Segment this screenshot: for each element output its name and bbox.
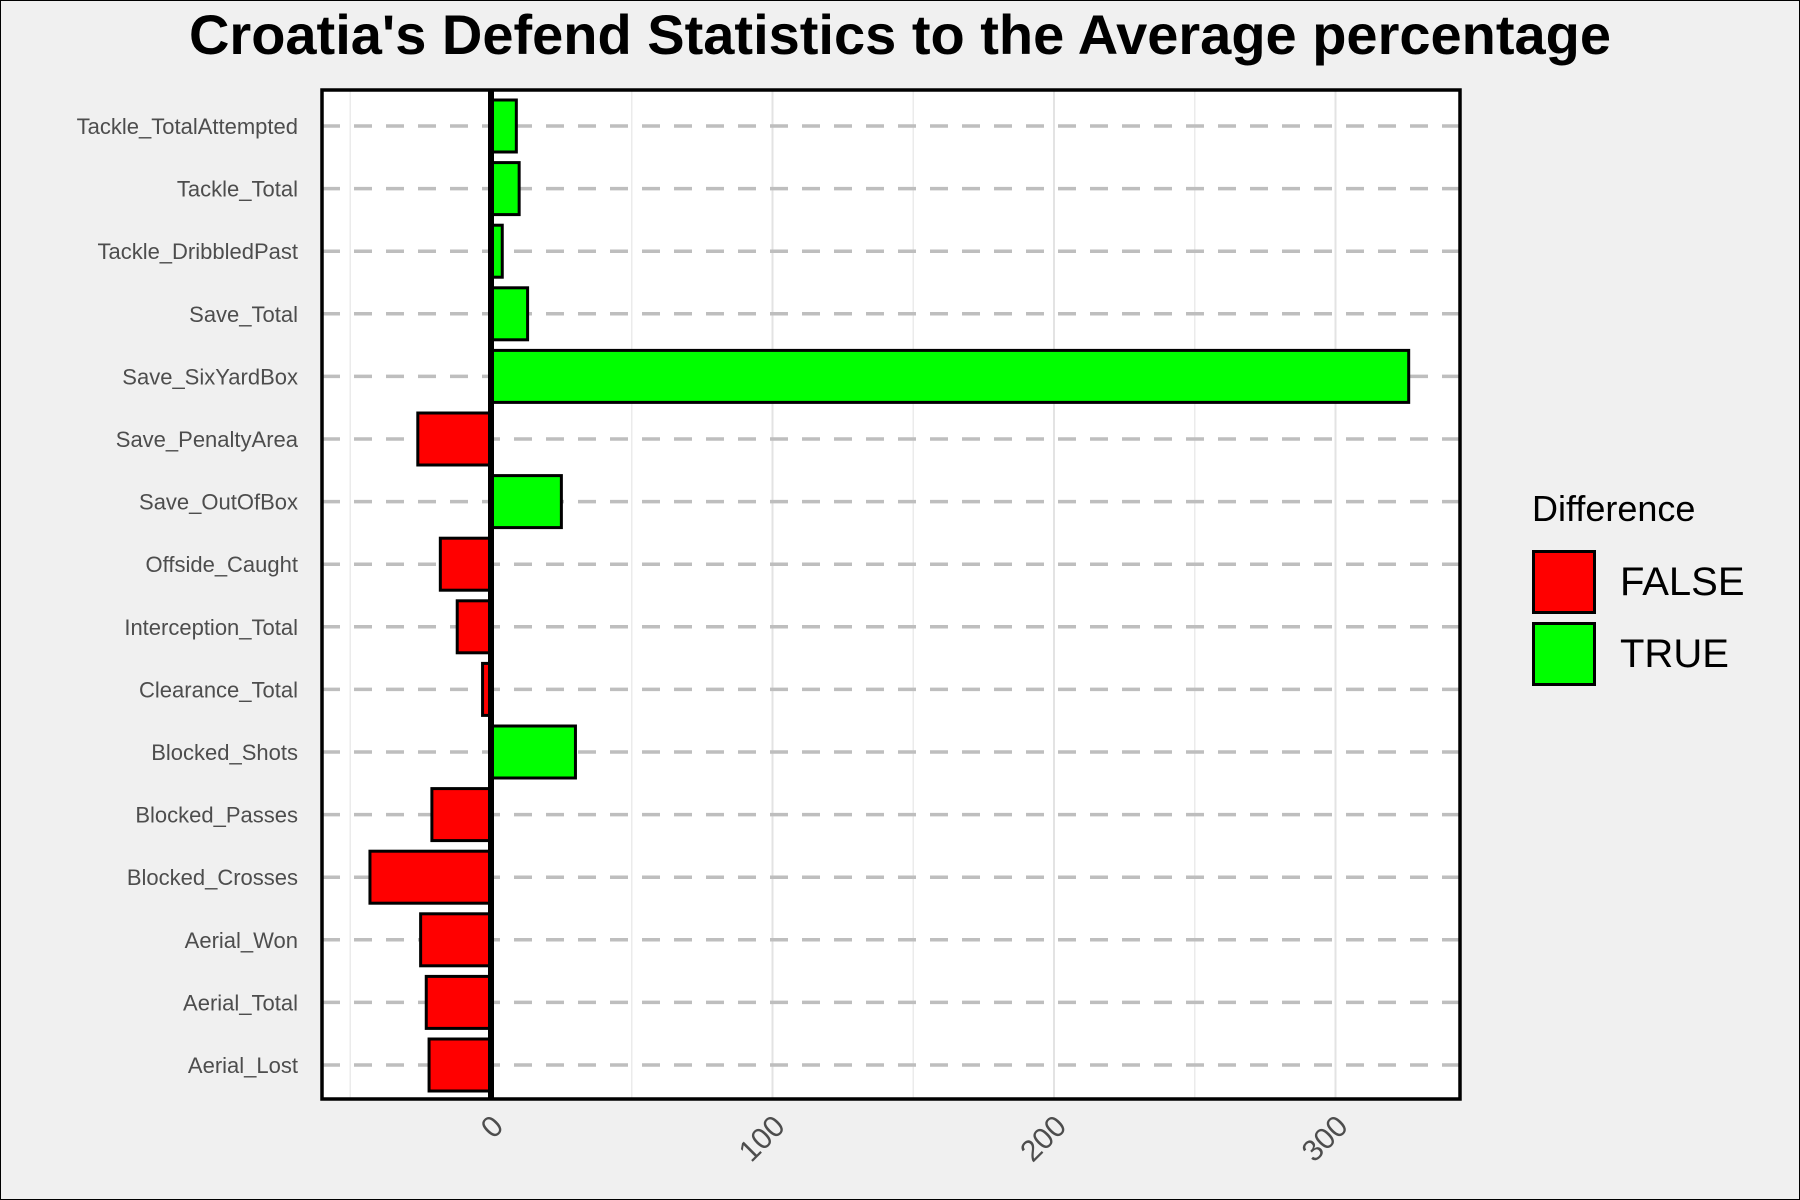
y-tick-label: Save_PenaltyArea [116,427,299,452]
y-tick-label: Clearance_Total [139,677,298,702]
bar-blocked-passes [430,787,493,843]
plot-border [320,88,1462,1101]
y-tick-label: Blocked_Passes [135,803,298,828]
bar-tackle-total [489,161,521,217]
bar-save-total [489,286,530,342]
bar-tackle-totalattempted [489,98,518,154]
y-tick-label: Tackle_DribbledPast [97,239,298,264]
bar-offside-caught [438,536,493,592]
x-tick-label: 300 [1296,1110,1355,1169]
y-tick-label: Offside_Caught [146,552,298,577]
legend-label-false: FALSE [1620,559,1745,604]
y-tick-label: Blocked_Shots [151,740,298,765]
y-tick-label: Aerial_Won [185,928,298,953]
y-tick-label: Save_Total [189,302,298,327]
bar-layer [368,98,1411,1093]
grid-layer [322,90,1460,1099]
y-tick-label: Tackle_TotalAttempted [77,114,298,139]
chart-title: Croatia's Defend Statistics to the Avera… [188,3,1612,66]
legend-item-true: TRUE [1532,618,1745,690]
y-tick-label: Interception_Total [124,615,298,640]
bar-save-sixyardbox [489,348,1411,404]
bar-interception-total [455,599,493,655]
y-tick-label: Aerial_Lost [188,1053,298,1078]
y-tick-label: Save_SixYardBox [122,364,298,389]
x-tick-label: 200 [1014,1110,1073,1169]
plot-background [322,90,1460,1099]
legend-title: Difference [1532,488,1696,529]
bar-aerial-lost [427,1037,493,1093]
bar-blocked-crosses [368,849,493,905]
legend-item-false: FALSE [1532,546,1745,618]
bar-aerial-total [424,974,493,1030]
legend: Difference FALSE TRUE [1532,488,1745,690]
legend-label-true: TRUE [1620,631,1729,676]
bar-blocked-shots [489,724,577,780]
legend-swatch-true [1532,622,1596,686]
y-tick-label: Aerial_Total [183,990,298,1015]
bar-aerial-won [419,912,493,968]
bar-save-penaltyarea [416,411,493,467]
legend-swatch-false [1532,550,1596,614]
y-tick-label: Tackle_Total [177,177,298,202]
x-tick-label: 100 [733,1110,792,1169]
x-tick-label: 0 [475,1110,510,1145]
axis-layer [320,88,1462,1101]
y-tick-label: Save_OutOfBox [139,490,298,515]
y-tick-label: Blocked_Crosses [127,865,298,890]
bar-save-outofbox [489,474,563,530]
